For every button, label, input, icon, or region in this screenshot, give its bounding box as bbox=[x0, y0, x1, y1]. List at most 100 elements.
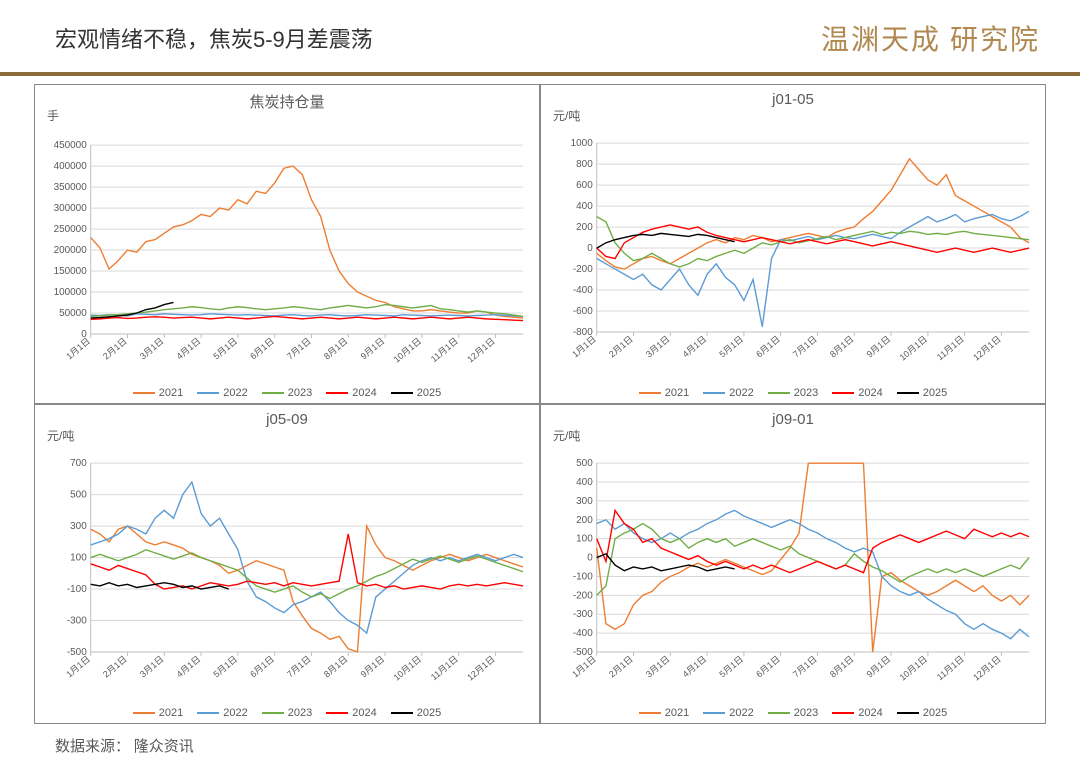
svg-text:3月1日: 3月1日 bbox=[644, 654, 672, 680]
chart-panel-j01-05: j01-05元/吨-800-600-400-200020040060080010… bbox=[540, 84, 1046, 404]
legend-swatch bbox=[391, 712, 413, 714]
svg-text:-100: -100 bbox=[67, 584, 87, 595]
legend-label: 2021 bbox=[665, 707, 689, 719]
svg-text:11月1日: 11月1日 bbox=[429, 336, 460, 364]
legend-label: 2022 bbox=[223, 707, 247, 719]
legend-swatch bbox=[391, 392, 413, 394]
legend-item: 2024 bbox=[326, 387, 376, 399]
svg-text:-200: -200 bbox=[573, 264, 593, 275]
svg-text:5月1日: 5月1日 bbox=[717, 654, 745, 680]
charts-grid: 焦炭持仓量手0500001000001500002000002500003000… bbox=[0, 84, 1080, 724]
svg-text:9月1日: 9月1日 bbox=[865, 334, 893, 360]
legend-swatch bbox=[832, 392, 854, 394]
chart-panel-open-interest: 焦炭持仓量手0500001000001500002000002500003000… bbox=[34, 84, 540, 404]
svg-text:-400: -400 bbox=[573, 285, 593, 296]
legend-label: 2024 bbox=[352, 707, 376, 719]
svg-text:300000: 300000 bbox=[54, 203, 88, 214]
svg-text:4月1日: 4月1日 bbox=[175, 654, 203, 680]
chart-title: j01-05 bbox=[547, 91, 1039, 108]
chart-legend: 20212022202320242025 bbox=[41, 385, 533, 399]
svg-text:400000: 400000 bbox=[54, 161, 88, 172]
chart-legend: 20212022202320242025 bbox=[547, 705, 1039, 719]
svg-text:500: 500 bbox=[576, 458, 593, 469]
svg-text:-200: -200 bbox=[573, 590, 593, 601]
svg-text:3月1日: 3月1日 bbox=[138, 336, 166, 362]
legend-swatch bbox=[197, 392, 219, 394]
svg-text:11月1日: 11月1日 bbox=[935, 654, 966, 682]
svg-text:8月1日: 8月1日 bbox=[828, 334, 856, 360]
legend-swatch bbox=[326, 392, 348, 394]
chart-plot: -800-600-400-200020040060080010001月1日2月1… bbox=[547, 110, 1039, 385]
svg-text:10月1日: 10月1日 bbox=[898, 334, 930, 363]
svg-text:5月1日: 5月1日 bbox=[717, 334, 745, 360]
chart-title: j05-09 bbox=[41, 411, 533, 428]
svg-text:100: 100 bbox=[70, 553, 87, 564]
legend-item: 2023 bbox=[768, 387, 818, 399]
legend-item: 2022 bbox=[197, 387, 247, 399]
legend-label: 2023 bbox=[288, 707, 312, 719]
svg-text:11月1日: 11月1日 bbox=[429, 654, 460, 682]
svg-text:6月1日: 6月1日 bbox=[248, 336, 276, 362]
svg-text:8月1日: 8月1日 bbox=[322, 336, 350, 362]
chart-legend: 20212022202320242025 bbox=[547, 385, 1039, 399]
legend-item: 2025 bbox=[391, 707, 441, 719]
legend-item: 2021 bbox=[639, 387, 689, 399]
legend-label: 2025 bbox=[923, 387, 947, 399]
svg-text:12月1日: 12月1日 bbox=[465, 336, 497, 365]
svg-text:2月1日: 2月1日 bbox=[101, 654, 129, 680]
legend-swatch bbox=[768, 392, 790, 394]
svg-text:300: 300 bbox=[70, 521, 87, 532]
legend-item: 2025 bbox=[391, 387, 441, 399]
legend-item: 2021 bbox=[133, 387, 183, 399]
legend-item: 2023 bbox=[262, 707, 312, 719]
header-divider bbox=[0, 72, 1080, 76]
svg-text:4月1日: 4月1日 bbox=[175, 336, 203, 362]
svg-text:11月1日: 11月1日 bbox=[935, 334, 966, 362]
legend-label: 2025 bbox=[923, 707, 947, 719]
svg-text:6月1日: 6月1日 bbox=[754, 334, 782, 360]
svg-text:1000: 1000 bbox=[571, 138, 594, 149]
legend-swatch bbox=[639, 392, 661, 394]
svg-text:6月1日: 6月1日 bbox=[754, 654, 782, 680]
svg-text:200: 200 bbox=[576, 515, 593, 526]
svg-text:700: 700 bbox=[70, 458, 87, 469]
legend-label: 2024 bbox=[858, 387, 882, 399]
svg-text:10月1日: 10月1日 bbox=[392, 654, 424, 683]
legend-swatch bbox=[639, 712, 661, 714]
legend-swatch bbox=[262, 392, 284, 394]
svg-text:3月1日: 3月1日 bbox=[644, 334, 672, 360]
legend-label: 2022 bbox=[223, 387, 247, 399]
svg-text:9月1日: 9月1日 bbox=[865, 654, 893, 680]
legend-item: 2021 bbox=[639, 707, 689, 719]
svg-text:0: 0 bbox=[587, 243, 593, 254]
svg-text:-300: -300 bbox=[67, 615, 87, 626]
svg-text:8月1日: 8月1日 bbox=[322, 654, 350, 680]
svg-text:200: 200 bbox=[576, 222, 593, 233]
svg-text:100000: 100000 bbox=[54, 287, 88, 298]
svg-text:12月1日: 12月1日 bbox=[971, 654, 1003, 683]
svg-text:350000: 350000 bbox=[54, 182, 88, 193]
legend-item: 2022 bbox=[703, 707, 753, 719]
legend-label: 2021 bbox=[665, 387, 689, 399]
svg-text:10月1日: 10月1日 bbox=[392, 336, 424, 365]
legend-item: 2021 bbox=[133, 707, 183, 719]
svg-text:200000: 200000 bbox=[54, 245, 88, 256]
legend-item: 2024 bbox=[832, 387, 882, 399]
svg-text:400: 400 bbox=[576, 477, 593, 488]
svg-text:12月1日: 12月1日 bbox=[465, 654, 497, 683]
chart-panel-j09-01: j09-01元/吨-500-400-300-200-10001002003004… bbox=[540, 404, 1046, 724]
svg-text:5月1日: 5月1日 bbox=[211, 336, 239, 362]
legend-label: 2022 bbox=[729, 707, 753, 719]
svg-text:800: 800 bbox=[576, 159, 593, 170]
legend-swatch bbox=[703, 712, 725, 714]
legend-label: 2024 bbox=[352, 387, 376, 399]
svg-text:7月1日: 7月1日 bbox=[285, 654, 313, 680]
svg-text:4月1日: 4月1日 bbox=[681, 654, 709, 680]
svg-text:12月1日: 12月1日 bbox=[971, 334, 1003, 363]
legend-swatch bbox=[768, 712, 790, 714]
svg-text:9月1日: 9月1日 bbox=[359, 654, 387, 680]
svg-text:150000: 150000 bbox=[54, 266, 88, 277]
svg-text:-300: -300 bbox=[573, 609, 593, 620]
source-value: 隆众资讯 bbox=[134, 739, 194, 755]
legend-swatch bbox=[133, 712, 155, 714]
